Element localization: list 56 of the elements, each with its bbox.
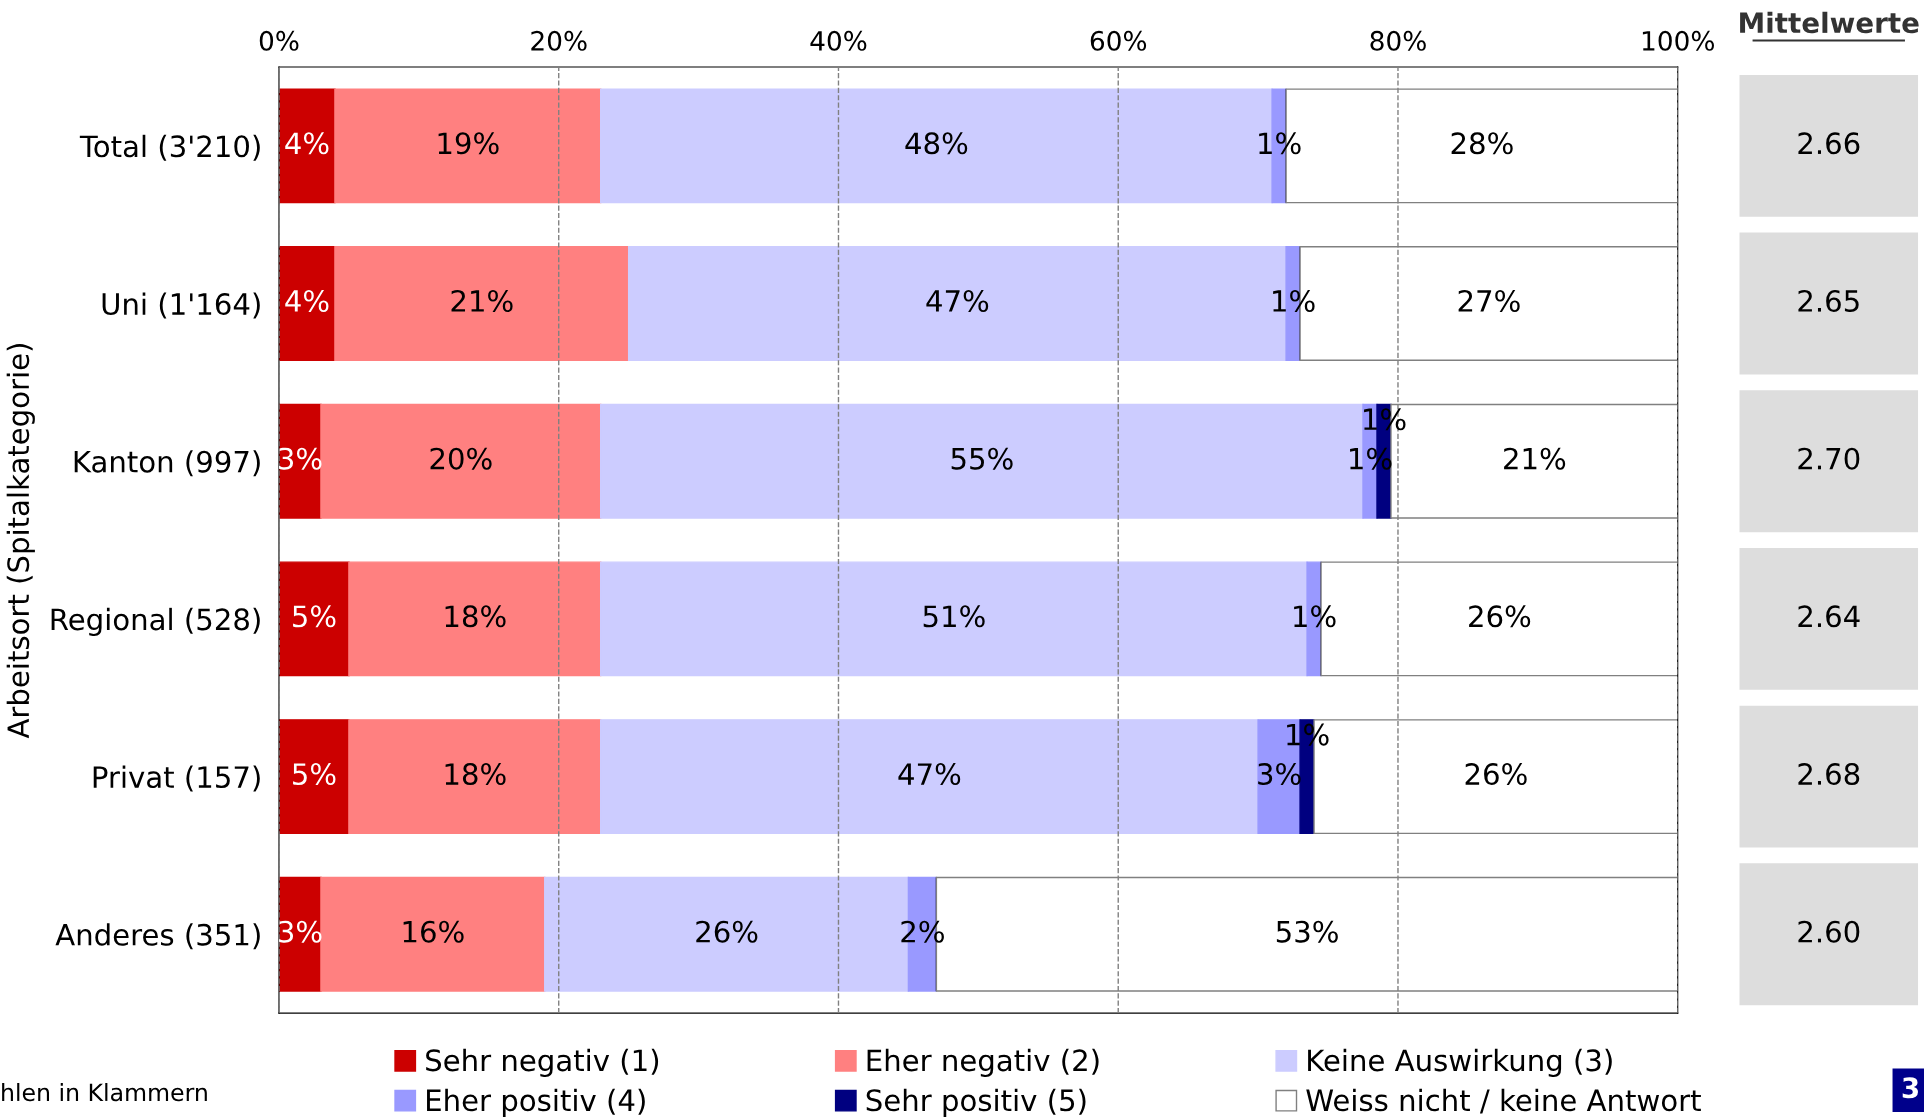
y-tick-label: Regional (528) — [51, 607, 260, 637]
data-label: 21% — [451, 289, 513, 313]
data-label: 4% — [285, 132, 329, 155]
data-label: 3% — [279, 920, 322, 943]
x-tick-label: 40% — [810, 30, 867, 51]
y-tick-label: Uni (1'164) — [102, 292, 260, 319]
data-label: 16% — [403, 920, 464, 943]
x-tick-label: 60% — [1090, 30, 1147, 51]
data-label: 47% — [926, 289, 989, 313]
data-label: 26% — [1469, 605, 1531, 628]
text: 2.68 — [1798, 763, 1860, 786]
data-label: 20% — [430, 447, 492, 470]
legend-label: Eher positiv (4) — [427, 1088, 645, 1117]
data-label: 1% — [1259, 132, 1301, 155]
text: 2.70 — [1798, 447, 1860, 470]
legend-label: Weiss nicht / keine Antwort — [1306, 1088, 1701, 1114]
data-label: 4% — [285, 289, 329, 313]
text: 3 — [1902, 1077, 1918, 1099]
y-tick-label: Kanton (997) — [74, 450, 260, 477]
data-label: 5% — [293, 605, 336, 628]
data-label: 3% — [279, 447, 322, 470]
x-tick-label: 80% — [1370, 30, 1426, 51]
text: Mittelwerte — [1740, 11, 1919, 34]
data-label: 2% — [901, 920, 944, 943]
y-tick-label: Anderes (351) — [55, 923, 260, 950]
data-label: 18% — [445, 605, 506, 628]
text: 2.65 — [1798, 289, 1859, 313]
data-label: 55% — [951, 447, 1013, 470]
y-axis-title: Arbeitsort (Spitalkategorie) — [6, 344, 35, 739]
data-label: 48% — [905, 132, 968, 155]
legend-label: Keine Auswirkung (3) — [1308, 1048, 1612, 1078]
y-tick-label: Privat (157) — [93, 765, 260, 792]
x-tick-label: 20% — [531, 30, 587, 51]
data-label: 1% — [1273, 289, 1315, 313]
data-label: 19% — [438, 132, 499, 155]
data-label: 21% — [1504, 447, 1566, 470]
data-label: 47% — [898, 763, 961, 786]
text: 2.64 — [1798, 605, 1860, 628]
data-label: 27% — [1458, 289, 1520, 313]
data-label: 26% — [1465, 763, 1527, 786]
x-tick-label: 100% — [1642, 30, 1714, 51]
legend-label: Sehr negativ (1) — [426, 1048, 659, 1078]
legend-label: Sehr positiv (5) — [866, 1088, 1086, 1117]
data-label: 18% — [445, 763, 506, 786]
legend-label: Eher negativ (2) — [867, 1048, 1099, 1078]
data-label: 1% — [1294, 605, 1336, 628]
text: 2.66 — [1798, 132, 1860, 155]
data-label: 28% — [1451, 132, 1513, 155]
data-label: 5% — [293, 763, 336, 786]
x-tick-label: 0% — [259, 30, 299, 51]
data-label: 53% — [1276, 920, 1338, 943]
text: hlen in Klammern — [2, 1082, 207, 1102]
data-label: 51% — [923, 605, 985, 628]
y-tick-label: Total (3'210) — [79, 134, 260, 161]
text: 2.60 — [1798, 920, 1860, 943]
data-label: 26% — [696, 920, 758, 943]
